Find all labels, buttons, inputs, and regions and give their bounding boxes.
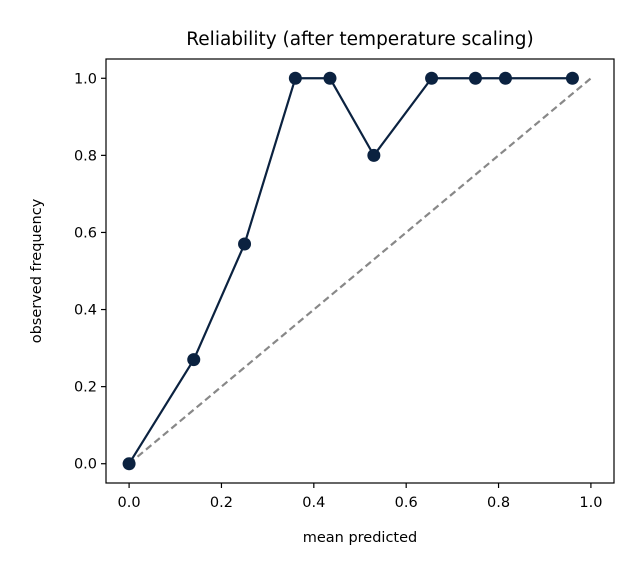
y-axis-ticks: 0.0 0.2 0.4 0.6 0.8 1.0 <box>74 71 106 473</box>
y-axis-label: observed frequency <box>29 198 45 343</box>
perfect-calibration-line <box>128 77 592 465</box>
y-tick-label: 0.8 <box>74 148 97 164</box>
data-point <box>187 353 201 367</box>
x-tick-label: 0.6 <box>395 495 418 511</box>
chart-title: Reliability (after temperature scaling) <box>186 29 533 50</box>
x-tick-label: 0.8 <box>487 495 510 511</box>
data-point <box>565 71 579 85</box>
x-tick-label: 0.0 <box>118 495 141 511</box>
series-line <box>128 77 573 465</box>
series-layer <box>122 71 579 471</box>
x-tick-label: 0.2 <box>210 495 233 511</box>
y-tick-label: 0.6 <box>74 225 97 241</box>
y-tick-label: 1.0 <box>74 71 97 87</box>
data-point <box>323 71 337 85</box>
data-point <box>468 71 482 85</box>
x-tick-label: 1.0 <box>579 495 602 511</box>
data-point <box>425 71 439 85</box>
y-tick-label: 0.2 <box>74 380 97 396</box>
y-tick-label: 0.4 <box>74 303 97 319</box>
x-axis-label: mean predicted <box>303 530 418 546</box>
data-point <box>122 457 136 471</box>
data-point <box>498 71 512 85</box>
data-point <box>288 71 302 85</box>
x-axis-ticks: 0.0 0.2 0.4 0.6 0.8 1.0 <box>118 483 602 511</box>
plot-frame <box>105 58 615 484</box>
data-point <box>367 148 381 162</box>
data-point <box>238 237 252 251</box>
x-tick-label: 0.4 <box>302 495 325 511</box>
reference-line-layer <box>128 77 592 465</box>
y-tick-label: 0.0 <box>74 457 97 473</box>
